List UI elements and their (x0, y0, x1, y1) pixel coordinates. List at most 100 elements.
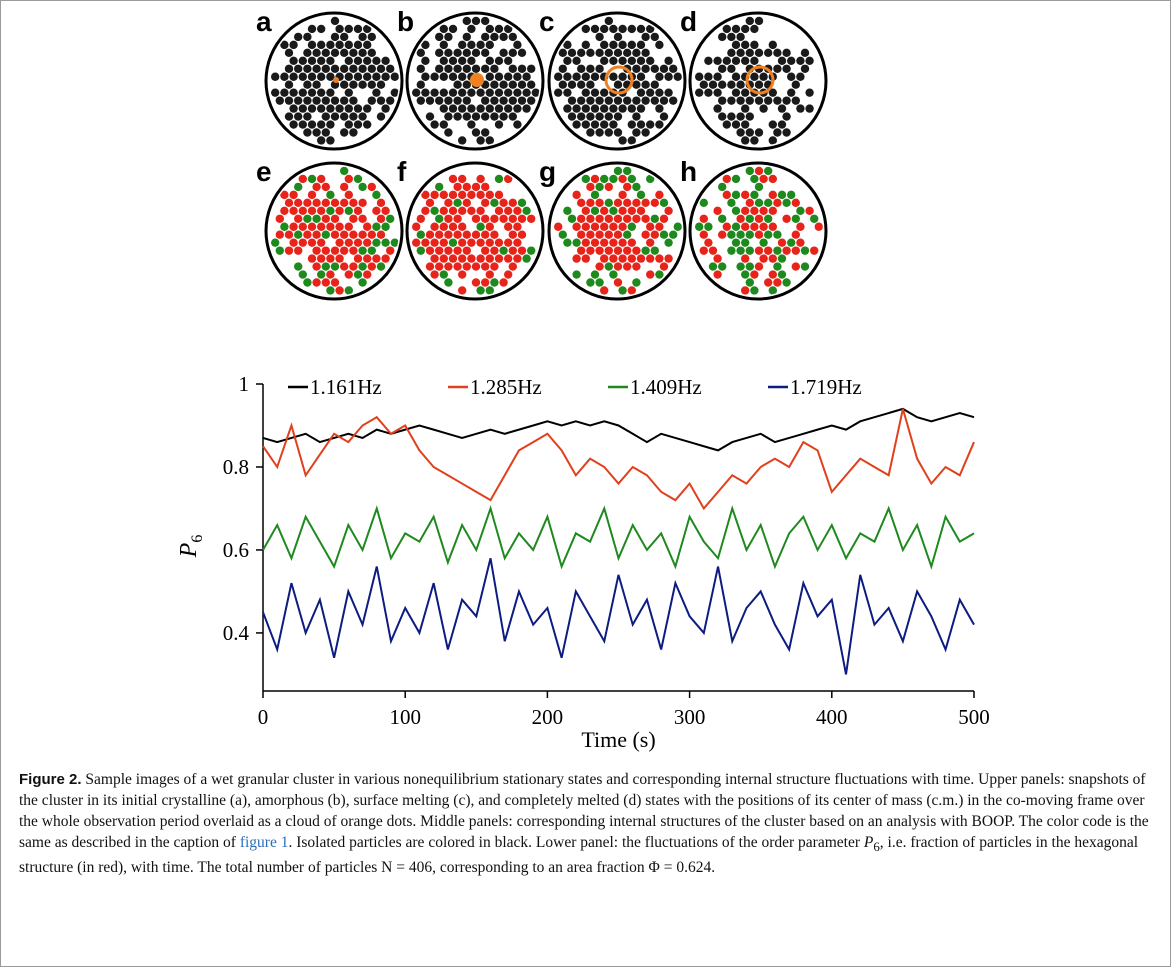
particle (326, 270, 335, 279)
particle (741, 88, 750, 97)
particle (476, 206, 485, 216)
particle (558, 48, 567, 58)
particle (508, 262, 517, 271)
particle (736, 230, 745, 239)
particle (669, 230, 678, 239)
particle (517, 96, 527, 105)
particle (504, 24, 513, 34)
particle (321, 96, 330, 105)
particle (430, 88, 439, 97)
particles (695, 166, 823, 295)
particle (659, 96, 669, 105)
particle (448, 104, 458, 113)
particle (646, 120, 655, 129)
particle (476, 286, 485, 295)
particle (303, 214, 312, 223)
particle (284, 112, 294, 121)
particle (527, 80, 536, 89)
particle (349, 80, 358, 89)
boundary (405, 161, 545, 301)
particle (522, 254, 531, 263)
particle (618, 254, 627, 263)
particle (271, 238, 280, 247)
particle (335, 222, 344, 231)
particle (275, 96, 284, 105)
particle (367, 48, 376, 58)
particle (476, 136, 485, 145)
particle (349, 230, 358, 239)
particle (453, 246, 462, 255)
particle (485, 136, 494, 145)
particle (563, 40, 572, 50)
particle (363, 238, 372, 247)
particle (376, 230, 386, 239)
particle (439, 120, 448, 129)
particle (754, 230, 764, 239)
particle (349, 246, 358, 255)
particle (750, 206, 759, 216)
particle (609, 254, 618, 263)
particle (312, 182, 321, 192)
particle (704, 56, 713, 66)
particle (453, 230, 462, 239)
particle (727, 64, 736, 73)
particle (777, 254, 787, 263)
particle (303, 278, 312, 287)
particle (485, 270, 494, 279)
particle (641, 246, 650, 255)
x-tick-label: 400 (816, 705, 848, 729)
particle (796, 104, 805, 113)
particle (508, 80, 517, 89)
particle (344, 56, 353, 66)
particle (731, 24, 741, 34)
particle (416, 64, 425, 73)
particle (476, 88, 485, 97)
legend-label: 1.719Hz (790, 375, 862, 399)
particle (745, 214, 754, 223)
particle (764, 96, 773, 105)
particle (650, 230, 659, 239)
particle (289, 56, 298, 66)
particle (453, 112, 462, 121)
figure: a b c d e f g h 0.4 0.6 0.8 1 0 100 200 300 400 500 Time (… (176, 6, 990, 752)
particle (490, 262, 499, 271)
particle (294, 214, 303, 223)
particle (312, 48, 321, 58)
particle (791, 96, 800, 105)
particle (471, 262, 481, 271)
particle (284, 230, 294, 239)
particle (335, 238, 344, 247)
particle (613, 112, 623, 121)
particle (750, 174, 759, 184)
particle (358, 32, 367, 42)
particle (722, 120, 731, 129)
particle (627, 136, 636, 145)
particle (623, 198, 632, 208)
figure-link[interactable]: figure 1 (239, 834, 289, 851)
particle (326, 88, 335, 97)
particle (791, 214, 800, 223)
particle (673, 222, 682, 231)
particle (741, 40, 750, 50)
particle (650, 80, 659, 89)
particle (736, 246, 745, 255)
particle (581, 174, 590, 184)
particle (372, 238, 381, 247)
particle (609, 72, 618, 81)
particle (490, 96, 499, 105)
particle (317, 24, 326, 34)
particle (636, 190, 646, 200)
particle (613, 96, 623, 105)
particle (787, 72, 796, 81)
particle (494, 254, 504, 263)
particle (448, 72, 458, 81)
particle (782, 128, 791, 137)
particle (435, 96, 444, 105)
particle (439, 72, 448, 81)
particle (558, 80, 567, 89)
particle (618, 24, 627, 34)
particle (326, 56, 335, 66)
particle (586, 278, 595, 287)
particle (340, 262, 349, 271)
particle (435, 230, 444, 239)
